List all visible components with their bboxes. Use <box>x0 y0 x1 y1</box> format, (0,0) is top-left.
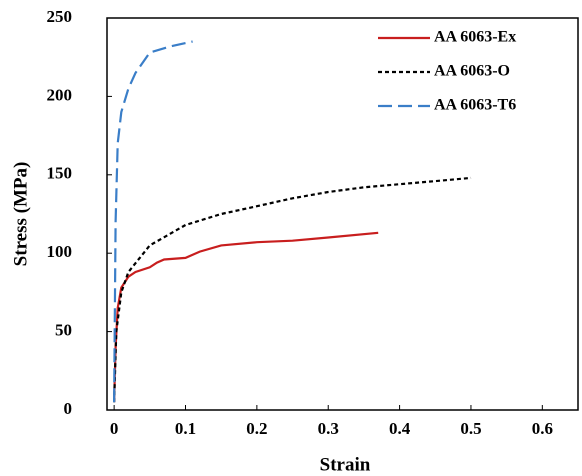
y-tick-label: 100 <box>47 242 73 261</box>
y-tick-label: 250 <box>47 7 73 26</box>
legend-label: AA 6063-T6 <box>434 97 516 114</box>
series-line <box>113 231 379 403</box>
plot-frame <box>106 17 579 411</box>
y-tick-label: 200 <box>47 85 73 104</box>
x-tick-label: 0.1 <box>175 419 196 438</box>
x-tick-label: 0.2 <box>246 419 267 438</box>
y-axis-title: Stress (MPa) <box>10 162 31 267</box>
series-line <box>113 176 472 403</box>
x-tick-label: 0.4 <box>389 419 411 438</box>
x-tick-label: 0.3 <box>318 419 339 438</box>
x-tick-label: 0 <box>110 419 119 438</box>
y-tick-label: 150 <box>47 164 73 183</box>
y-tick-label: 50 <box>55 321 72 340</box>
x-tick-label: 0.5 <box>460 419 481 438</box>
y-tick-label: 0 <box>64 399 73 418</box>
x-tick-label: 0.6 <box>532 419 553 438</box>
legend-label: AA 6063-Ex <box>434 29 516 46</box>
series-line <box>113 40 193 403</box>
x-axis-title: Strain <box>320 454 371 475</box>
legend-label: AA 6063-O <box>434 63 510 80</box>
